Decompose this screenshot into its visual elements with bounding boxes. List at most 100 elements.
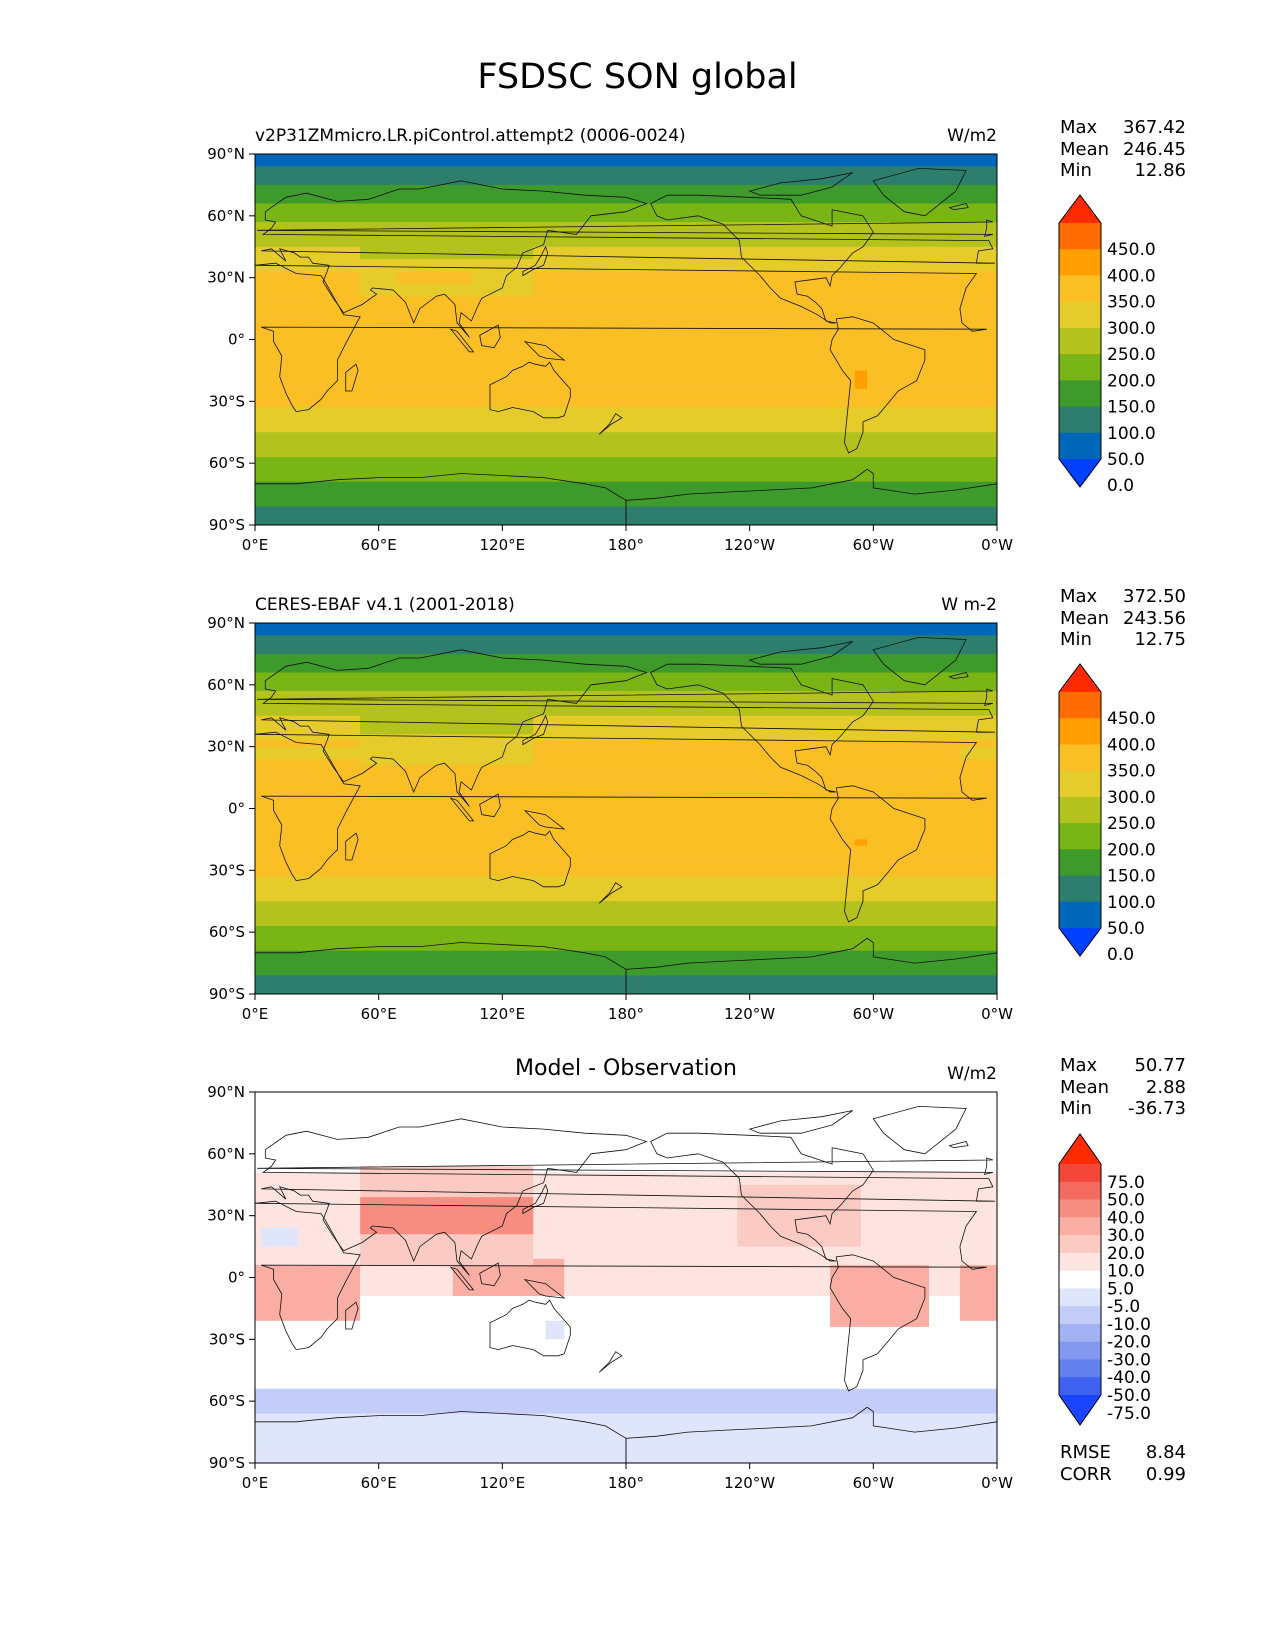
coastline-uk	[257, 219, 994, 237]
colorbar-bin	[1059, 1270, 1101, 1289]
coastline-antarctic-west	[625, 1406, 997, 1463]
stat-value: 367.42	[1123, 117, 1186, 138]
stat-value: 12.75	[1134, 629, 1186, 650]
stat-value: 8.84	[1145, 1442, 1186, 1463]
stat-key: Min	[1060, 160, 1092, 181]
colorbar-bin	[1059, 901, 1101, 929]
lon-tick-label: 60°W	[853, 1474, 895, 1492]
lat-tick-label: 30°S	[209, 392, 245, 410]
colorbar-bin	[1059, 1164, 1101, 1183]
colorbar-label: 250.0	[1107, 345, 1156, 365]
coastline-africa	[255, 262, 987, 413]
stat-value: 12.86	[1134, 160, 1186, 181]
lon-tick-label: 180°	[608, 1474, 644, 1492]
lat-tick-label: 60°N	[207, 207, 245, 225]
colorbar-label: 200.0	[1107, 371, 1156, 391]
lat-tick-label: 90°S	[209, 985, 245, 1003]
colorbar-extend-min	[1059, 459, 1101, 487]
coastline-australia	[489, 361, 571, 419]
panel-left-label: CERES-EBAF v4.1 (2001-2018)	[255, 595, 515, 615]
lat-tick-label: 30°S	[209, 1330, 245, 1348]
lon-tick-label: 120°W	[724, 536, 775, 554]
colorbar-label: 200.0	[1107, 840, 1156, 860]
coastline-eurasia	[261, 1118, 995, 1276]
colorbar-label: 75.0	[1107, 1173, 1145, 1193]
colorbar-label: 150.0	[1107, 867, 1156, 887]
stat-key: CORR	[1060, 1463, 1112, 1485]
colorbar-label: 350.0	[1107, 762, 1156, 782]
colorbar-bin	[1059, 770, 1101, 798]
coastline-south-america	[829, 785, 926, 923]
colorbar-bin	[1059, 1235, 1101, 1254]
panel-left-label: v2P31ZMmicro.LR.piControl.attempt2 (0006…	[255, 126, 686, 146]
stat-key: Mean	[1060, 1076, 1110, 1098]
colorbar-bin	[1059, 275, 1101, 303]
colorbar-label: 50.0	[1107, 919, 1145, 939]
coastline-arctic-islands	[748, 172, 853, 196]
lon-tick-label: 60°W	[853, 1005, 895, 1023]
colorbar-bin	[1059, 327, 1101, 355]
colorbar-label: 450.0	[1107, 240, 1156, 260]
colorbar-label: 150.0	[1107, 398, 1156, 418]
colorbar-bin	[1059, 406, 1101, 434]
colorbar-extend-max	[1059, 1134, 1101, 1164]
field-raster	[255, 623, 997, 994]
stat-value: 2.88	[1145, 1076, 1186, 1098]
stat-value: -36.73	[1127, 1098, 1186, 1119]
colorbar-outline	[1058, 194, 1102, 488]
lat-tick-label: 60°S	[209, 1392, 245, 1410]
lat-tick-label: 0°	[228, 1269, 245, 1287]
coastline-eurasia	[261, 649, 995, 807]
panel-units: W/m2	[947, 1064, 997, 1084]
stat-rmse: RMSE 8.84	[1060, 1442, 1186, 1464]
colorbar-label: 100.0	[1107, 424, 1156, 444]
coastline-uk	[257, 1157, 994, 1175]
colorbar-label: 400.0	[1107, 266, 1156, 286]
stat-key: Max	[1060, 586, 1098, 607]
lat-tick-label: 30°N	[207, 1207, 245, 1225]
lon-tick-label: 0°E	[242, 536, 269, 554]
coastline-north-america	[650, 663, 874, 793]
stat-mean: Mean 246.45	[1060, 139, 1186, 161]
colorbar: 450.0 400.0 350.0 300.0 250.0 200.0 150.0 100.0…	[1058, 194, 1156, 496]
lat-tick-label: 90°S	[209, 516, 245, 534]
stat-corr: CORR 0.99	[1060, 1464, 1186, 1486]
coastline-eurasia	[261, 180, 995, 338]
colorbar-bin	[1059, 432, 1101, 460]
coastline-borneo	[479, 793, 501, 818]
map-panel-1: 0°E 60°E 120°E 180° 120°W 60°W 0°W 90°N 60°N 30°N…	[207, 145, 1155, 554]
stat-min: Min 12.75	[1060, 629, 1186, 651]
coastline-uk	[257, 688, 994, 706]
colorbar-bin	[1059, 1323, 1101, 1343]
lat-tick-label: 90°N	[207, 145, 245, 163]
stat-key: RMSE	[1060, 1442, 1111, 1463]
coastline-madagascar	[345, 1301, 359, 1330]
colorbar-bin	[1059, 1377, 1101, 1396]
lon-tick-label: 0°E	[242, 1005, 269, 1023]
panel-center-label: Model - Observation	[515, 1056, 737, 1081]
coastline-japan	[522, 1183, 549, 1215]
lat-tick-label: 60°N	[207, 676, 245, 694]
stat-key: Min	[1060, 1098, 1092, 1119]
coastline-antarctic-west	[625, 937, 997, 994]
stat-max: Max 372.50	[1060, 586, 1186, 608]
stat-value: 50.77	[1134, 1055, 1186, 1076]
lon-tick-label: 180°	[608, 536, 644, 554]
colorbar-label: 450.0	[1107, 709, 1156, 729]
colorbar-bin	[1059, 692, 1101, 719]
stat-key: Mean	[1060, 607, 1110, 629]
coastline-nz	[598, 882, 623, 904]
figure-title: FSDSC SON global	[477, 57, 798, 97]
colorbar-bin	[1059, 1252, 1101, 1272]
stat-min: Min -36.73	[1060, 1098, 1186, 1120]
coastline-borneo	[479, 324, 501, 349]
lat-tick-label: 30°S	[209, 861, 245, 879]
lat-tick-label: 30°N	[207, 269, 245, 287]
coastline-north-america	[650, 194, 874, 324]
colorbar-bin	[1059, 1359, 1101, 1378]
coastline-sumatra	[449, 797, 475, 822]
colorbar-bin	[1059, 249, 1101, 276]
stat-key: Min	[1060, 629, 1092, 650]
colorbar: 450.0 400.0 350.0 300.0 250.0 200.0 150.0 100.0…	[1058, 663, 1156, 965]
